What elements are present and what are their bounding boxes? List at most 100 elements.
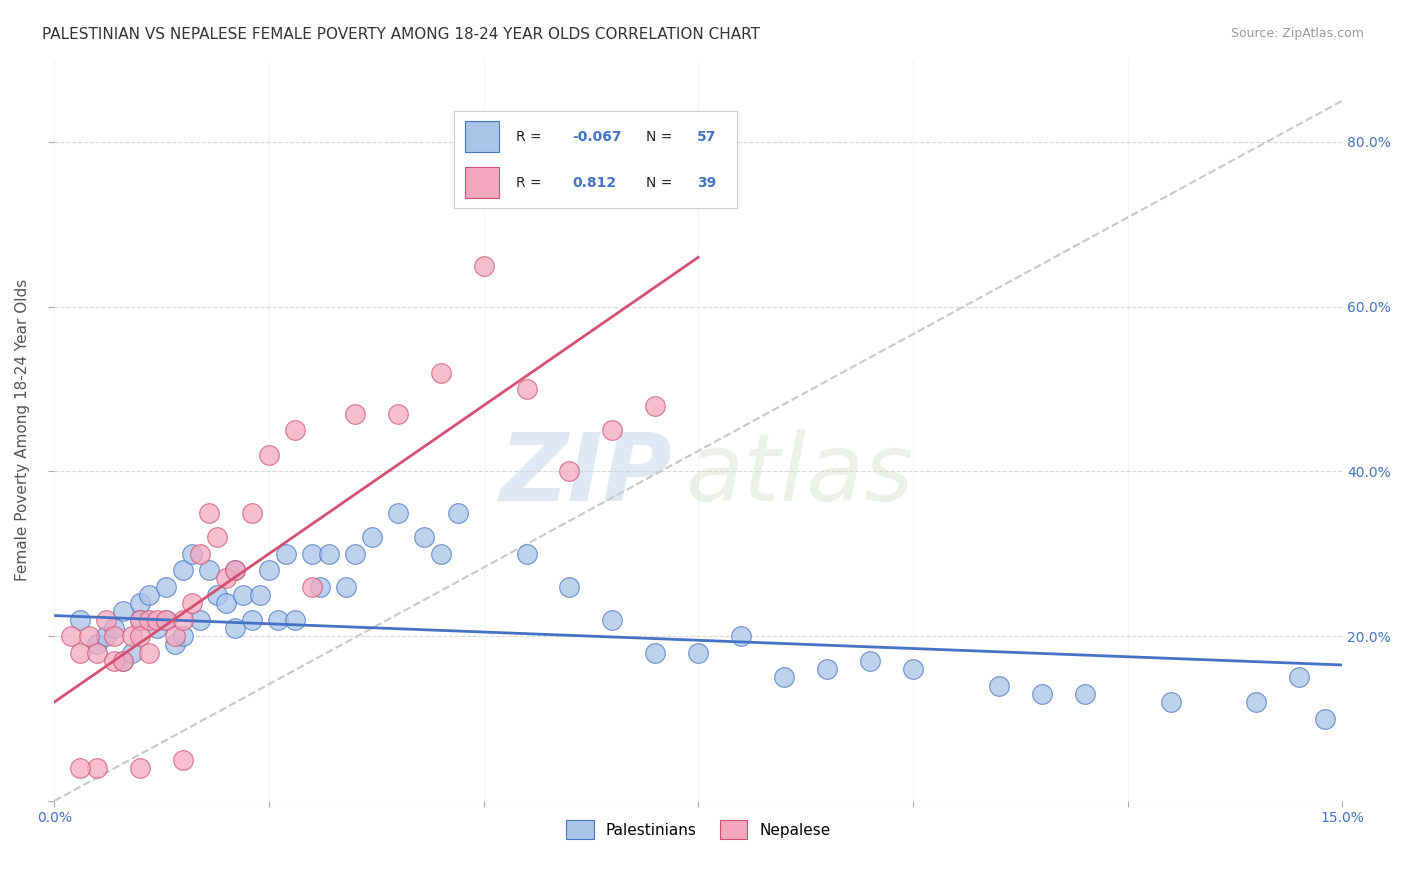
Point	[121, 629, 143, 643]
Point	[198, 563, 221, 577]
Point	[172, 613, 194, 627]
Point	[103, 654, 125, 668]
Point	[155, 613, 177, 627]
Point	[111, 654, 134, 668]
Point	[361, 530, 384, 544]
Point	[1031, 687, 1053, 701]
Point	[86, 637, 108, 651]
Point	[138, 613, 160, 627]
Point	[429, 366, 451, 380]
Point	[318, 547, 340, 561]
Text: Source: ZipAtlas.com: Source: ZipAtlas.com	[1230, 27, 1364, 40]
Point	[215, 596, 238, 610]
Point	[111, 604, 134, 618]
Point	[163, 637, 186, 651]
Point	[103, 621, 125, 635]
Point	[343, 407, 366, 421]
Point	[138, 646, 160, 660]
Point	[558, 580, 581, 594]
Point	[86, 761, 108, 775]
Text: ZIP: ZIP	[499, 429, 672, 521]
Point	[224, 621, 246, 635]
Point	[730, 629, 752, 643]
Point	[207, 530, 229, 544]
Point	[644, 399, 666, 413]
Text: atlas: atlas	[685, 429, 914, 520]
Point	[103, 629, 125, 643]
Point	[86, 646, 108, 660]
Point	[343, 547, 366, 561]
Point	[429, 547, 451, 561]
Point	[224, 563, 246, 577]
Text: PALESTINIAN VS NEPALESE FEMALE POVERTY AMONG 18-24 YEAR OLDS CORRELATION CHART: PALESTINIAN VS NEPALESE FEMALE POVERTY A…	[42, 27, 761, 42]
Point	[901, 662, 924, 676]
Point	[129, 629, 152, 643]
Point	[276, 547, 298, 561]
Point	[387, 407, 409, 421]
Point	[155, 613, 177, 627]
Point	[309, 580, 332, 594]
Point	[1073, 687, 1095, 701]
Point	[472, 259, 495, 273]
Point	[138, 588, 160, 602]
Point	[558, 465, 581, 479]
Point	[301, 547, 323, 561]
Point	[146, 621, 169, 635]
Point	[688, 646, 710, 660]
Point	[335, 580, 357, 594]
Point	[1160, 695, 1182, 709]
Point	[172, 629, 194, 643]
Point	[188, 613, 211, 627]
Point	[60, 629, 83, 643]
Point	[602, 423, 624, 437]
Point	[111, 654, 134, 668]
Point	[859, 654, 882, 668]
Point	[249, 588, 271, 602]
Point	[94, 629, 117, 643]
Point	[121, 646, 143, 660]
Point	[240, 506, 263, 520]
Point	[773, 670, 796, 684]
Point	[180, 547, 202, 561]
Point	[198, 506, 221, 520]
Y-axis label: Female Poverty Among 18-24 Year Olds: Female Poverty Among 18-24 Year Olds	[15, 279, 30, 582]
Point	[172, 753, 194, 767]
Point	[172, 563, 194, 577]
Point	[129, 761, 152, 775]
Point	[284, 423, 307, 437]
Point	[129, 596, 152, 610]
Point	[447, 506, 470, 520]
Point	[516, 547, 538, 561]
Point	[163, 629, 186, 643]
Point	[77, 629, 100, 643]
Point	[387, 506, 409, 520]
Point	[987, 679, 1010, 693]
Point	[240, 613, 263, 627]
Point	[129, 613, 152, 627]
Point	[644, 646, 666, 660]
Point	[1246, 695, 1268, 709]
Point	[284, 613, 307, 627]
Point	[257, 448, 280, 462]
Point	[815, 662, 838, 676]
Point	[602, 613, 624, 627]
Legend: Palestinians, Nepalese: Palestinians, Nepalese	[560, 814, 837, 845]
Point	[266, 613, 288, 627]
Point	[516, 382, 538, 396]
Point	[1313, 712, 1336, 726]
Point	[232, 588, 254, 602]
Point	[207, 588, 229, 602]
Point	[146, 613, 169, 627]
Point	[94, 613, 117, 627]
Point	[1288, 670, 1310, 684]
Point	[155, 580, 177, 594]
Point	[180, 596, 202, 610]
Point	[188, 547, 211, 561]
Point	[257, 563, 280, 577]
Point	[215, 572, 238, 586]
Point	[301, 580, 323, 594]
Point	[69, 761, 91, 775]
Point	[129, 613, 152, 627]
Point	[69, 613, 91, 627]
Point	[69, 646, 91, 660]
